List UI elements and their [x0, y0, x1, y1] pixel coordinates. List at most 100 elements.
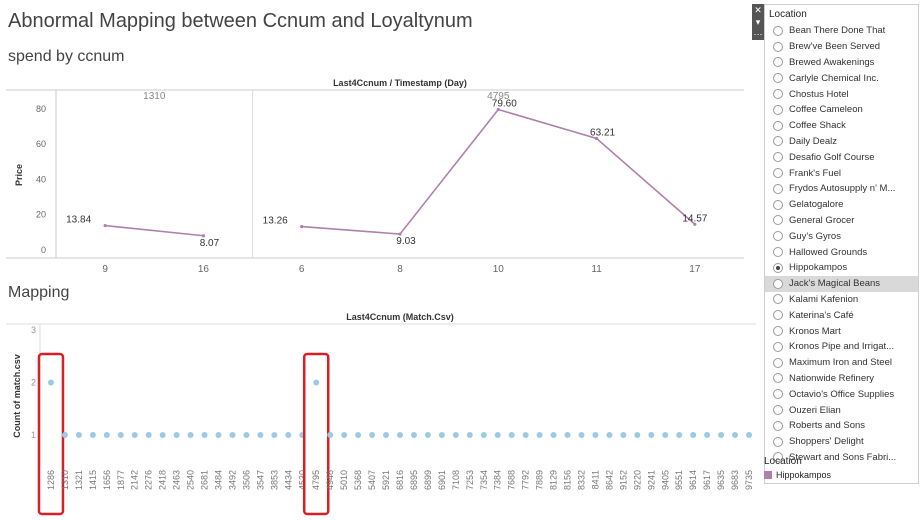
x-tick-label: 2276	[144, 470, 154, 490]
filter-item[interactable]: Gelatogalore	[765, 197, 918, 213]
filter-item[interactable]: Carlyle Chemical Inc.	[765, 70, 918, 86]
radio-icon[interactable]	[773, 231, 783, 242]
radio-icon[interactable]	[773, 247, 783, 258]
match-point	[466, 432, 473, 438]
filter-item[interactable]: Frydos Autosupply n' M...	[765, 181, 918, 197]
radio-icon[interactable]	[773, 41, 783, 52]
filter-item[interactable]: Maximum Iron and Steel	[765, 355, 918, 371]
x-tick-label: 6816	[395, 470, 405, 490]
legend-title: Location	[764, 456, 802, 467]
filter-item[interactable]: Bean There Done That	[765, 23, 918, 39]
radio-icon[interactable]	[773, 405, 783, 416]
radio-icon[interactable]	[773, 89, 783, 100]
x-tick-label: 2418	[158, 470, 168, 490]
filter-item-label: Kalami Kafenion	[789, 293, 859, 305]
x-tick-label: 17	[689, 264, 701, 275]
data-label: 13.26	[263, 216, 288, 227]
match-point	[103, 432, 110, 438]
radio-icon[interactable]	[773, 73, 783, 84]
filter-item[interactable]: Kronos Pipe and Irrigat...	[765, 339, 918, 355]
radio-icon[interactable]	[773, 183, 783, 194]
radio-icon[interactable]	[773, 104, 783, 115]
match-point	[229, 432, 236, 438]
radio-icon[interactable]	[773, 215, 783, 226]
x-tick-label: 10	[493, 264, 505, 275]
filter-item[interactable]: Coffee Cameleon	[765, 102, 918, 118]
filter-item[interactable]: Guy's Gyros	[765, 228, 918, 244]
radio-icon[interactable]	[773, 357, 783, 368]
match-point	[117, 432, 124, 438]
filter-item-label: Kronos Mart	[789, 325, 841, 337]
match-point	[676, 432, 683, 438]
radio-icon[interactable]	[773, 436, 783, 447]
filter-item[interactable]: Hippokampos	[765, 260, 918, 276]
radio-icon[interactable]	[773, 420, 783, 431]
x-tick-label: 7889	[535, 470, 545, 490]
filter-item[interactable]: Jack's Magical Beans	[765, 275, 918, 292]
filter-item[interactable]: Coffee Shack	[765, 118, 918, 134]
radio-icon[interactable]	[773, 120, 783, 131]
y-axis-label: Count of match.csv	[12, 354, 22, 438]
filter-item-label: Brewed Awakenings	[789, 56, 875, 68]
match-point	[662, 432, 669, 438]
radio-icon[interactable]	[773, 373, 783, 384]
filter-item[interactable]: Stewart and Sons Fabri...	[765, 450, 918, 466]
filter-item[interactable]: General Grocer	[765, 213, 918, 229]
match-point	[508, 432, 515, 438]
x-tick-label: 2540	[186, 470, 196, 490]
radio-icon[interactable]	[773, 452, 783, 463]
filter-item[interactable]: Brewed Awakenings	[765, 55, 918, 71]
radio-icon[interactable]	[773, 389, 783, 400]
match-point	[648, 432, 655, 438]
radio-icon[interactable]	[773, 199, 783, 210]
filter-item[interactable]: Shoppers' Delight	[765, 434, 918, 450]
x-tick-label: 9614	[688, 470, 698, 490]
data-label: 63.21	[590, 127, 615, 138]
filter-controls[interactable]: ✕ ▾ ⋯	[752, 4, 764, 40]
filter-menu-icon[interactable]: ▾	[755, 17, 761, 27]
radio-icon[interactable]	[773, 152, 783, 163]
filter-item[interactable]: Chostus Hotel	[765, 86, 918, 102]
match-point	[257, 432, 264, 438]
filter-item[interactable]: Roberts and Sons	[765, 418, 918, 434]
match-point	[550, 432, 557, 438]
match-point	[187, 432, 194, 438]
filter-item[interactable]: Daily Dealz	[765, 134, 918, 150]
filter-item[interactable]: Hallowed Grounds	[765, 244, 918, 260]
radio-icon[interactable]	[773, 326, 783, 337]
data-label: 79.60	[492, 99, 517, 110]
filter-item[interactable]: Frank's Fuel	[765, 165, 918, 181]
series-line	[301, 108, 696, 235]
radio-icon[interactable]	[773, 168, 783, 179]
filter-item[interactable]: Katerina's Café	[765, 307, 918, 323]
mapping-dot-chart: Last4Ccnum (Match.Csv) Count of match.csv…	[6, 312, 756, 516]
radio-icon[interactable]	[773, 341, 783, 352]
radio-icon[interactable]	[773, 136, 783, 147]
radio-icon[interactable]	[773, 310, 783, 321]
radio-icon[interactable]	[773, 25, 783, 36]
filter-item[interactable]: Ouzeri Elian	[765, 402, 918, 418]
match-point	[634, 432, 641, 438]
filter-item[interactable]: Brew've Been Served	[765, 39, 918, 55]
close-icon[interactable]: ✕	[754, 5, 762, 15]
x-tick-label: 1321	[74, 470, 84, 490]
color-legend: Location Hippokampos	[764, 456, 914, 480]
filter-item-label: Daily Dealz	[789, 135, 838, 147]
filter-item[interactable]: Kalami Kafenion	[765, 292, 918, 308]
radio-icon[interactable]	[773, 57, 783, 68]
filter-item-label: Brew've Been Served	[789, 41, 881, 53]
filter-item[interactable]: Desafio Golf Course	[765, 149, 918, 165]
chart-title: Last4Ccnum / Timestamp (Day)	[333, 78, 467, 88]
filter-item[interactable]: Nationwide Refinery	[765, 371, 918, 387]
x-tick-label: 8411	[590, 470, 600, 489]
x-tick-label: 8642	[604, 470, 614, 490]
x-tick-label: 9617	[702, 470, 712, 490]
radio-icon[interactable]	[773, 262, 783, 273]
radio-icon[interactable]	[773, 294, 783, 305]
x-tick-label: 1310	[60, 470, 70, 490]
radio-icon[interactable]	[773, 278, 783, 289]
filter-item-label: Jack's Magical Beans	[789, 278, 881, 290]
more-icon[interactable]: ⋯	[753, 29, 763, 39]
filter-item[interactable]: Kronos Mart	[765, 323, 918, 339]
filter-item[interactable]: Octavio's Office Supplies	[765, 386, 918, 402]
